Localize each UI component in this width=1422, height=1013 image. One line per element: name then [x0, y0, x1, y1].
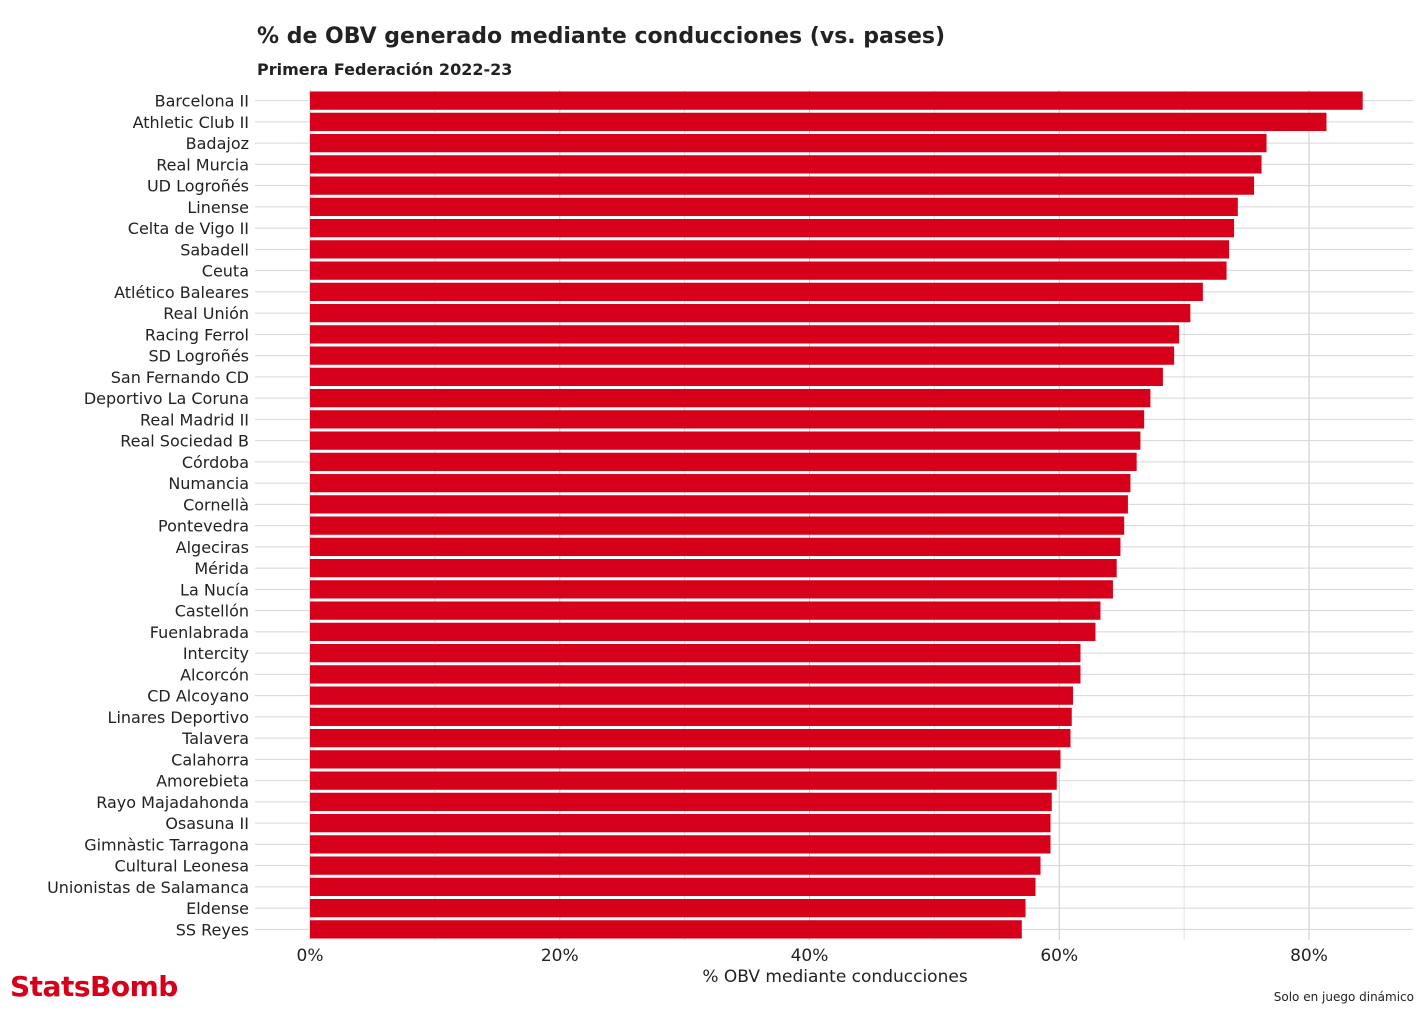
- category-label: Talavera: [181, 729, 249, 748]
- bar: [310, 240, 1230, 259]
- bar: [310, 622, 1096, 642]
- bar: [310, 282, 1203, 302]
- category-label: Linense: [187, 198, 249, 217]
- bar: [310, 750, 1061, 769]
- bar: [310, 537, 1121, 557]
- category-label: Mérida: [194, 559, 249, 578]
- category-label: Real Unión: [163, 304, 249, 323]
- category-label: Numancia: [168, 474, 249, 493]
- category-label: Fuenlabrada: [150, 623, 249, 642]
- category-label: Real Murcia: [156, 155, 249, 174]
- category-label: Alcorcón: [180, 665, 249, 684]
- bar: [310, 410, 1145, 429]
- category-label: Real Madrid II: [140, 410, 249, 429]
- category-label: Ceuta: [202, 262, 249, 281]
- x-tick-label: 80%: [1290, 946, 1328, 966]
- category-label: Barcelona II: [155, 92, 249, 111]
- bar: [310, 133, 1267, 153]
- bar: [310, 155, 1262, 174]
- bar: [310, 112, 1327, 132]
- category-label: Intercity: [183, 644, 249, 663]
- category-label: Sabadell: [180, 240, 249, 259]
- statsbomb-logo: StatsBomb: [10, 970, 178, 1003]
- category-label: UD Logroñés: [147, 177, 249, 196]
- category-label: Calahorra: [171, 750, 249, 769]
- bar: [310, 835, 1051, 854]
- category-labels: Barcelona II Athletic Club II Badajoz Real …: [47, 92, 249, 940]
- bar: [310, 218, 1235, 238]
- category-label: Osasuna II: [165, 814, 249, 833]
- chart-title: % de OBV generado mediante conducciones …: [257, 24, 946, 49]
- x-tick-label: 0%: [297, 946, 324, 966]
- bar: [310, 580, 1113, 599]
- category-label: CD Alcoyano: [147, 687, 249, 706]
- bar: [310, 197, 1238, 217]
- x-tick-labels: 0% 20% 40% 60% 80%: [297, 946, 1328, 966]
- bar: [310, 516, 1125, 535]
- category-label: Eldense: [186, 899, 249, 918]
- bar: [310, 771, 1057, 790]
- category-label: SS Reyes: [176, 920, 249, 939]
- category-label: Cornellà: [183, 495, 249, 514]
- category-label: Deportivo La Coruna: [84, 389, 249, 408]
- bar: [310, 303, 1191, 323]
- bar: [310, 431, 1141, 450]
- bar: [310, 877, 1036, 897]
- category-label: Unionistas de Salamanca: [47, 878, 249, 897]
- bar: [310, 388, 1151, 408]
- bar: [310, 643, 1081, 663]
- category-label: Athletic Club II: [133, 113, 249, 132]
- bar: [310, 176, 1255, 195]
- category-label: Racing Ferrol: [145, 325, 249, 344]
- bar: [310, 665, 1081, 684]
- footnote: Solo en juego dinámico: [1273, 990, 1414, 1004]
- chart-subtitle: Primera Federación 2022-23: [257, 60, 513, 79]
- category-label: Badajoz: [186, 134, 249, 153]
- category-label: Algeciras: [176, 538, 249, 557]
- category-label: Pontevedra: [158, 517, 249, 536]
- bar: [310, 707, 1072, 727]
- bar: [310, 813, 1051, 833]
- bar: [310, 346, 1175, 365]
- category-label: Linares Deportivo: [108, 708, 249, 727]
- bar: [310, 261, 1227, 280]
- bar: [310, 856, 1041, 875]
- bar: [310, 686, 1073, 705]
- bar: [310, 792, 1052, 812]
- bar: [310, 367, 1163, 387]
- x-axis-title: % OBV mediante conducciones: [702, 967, 968, 987]
- category-label: Cultural Leonesa: [115, 857, 249, 876]
- category-label: Córdoba: [182, 453, 249, 472]
- category-label: Rayo Majadahonda: [96, 793, 249, 812]
- bar: [310, 452, 1137, 472]
- bar: [310, 473, 1131, 493]
- bar: [310, 728, 1071, 748]
- bar: [310, 920, 1022, 939]
- category-label: La Nucía: [180, 580, 249, 599]
- category-label: Castellón: [175, 602, 249, 621]
- category-label: Celta de Vigo II: [128, 219, 249, 238]
- category-label: Atlético Baleares: [114, 283, 249, 302]
- category-label: San Fernando CD: [111, 368, 249, 387]
- grid-lines: [255, 90, 1413, 940]
- bar: [310, 601, 1101, 620]
- category-label: Gimnàstic Tarragona: [84, 835, 249, 854]
- category-label: Amorebieta: [156, 772, 249, 791]
- category-label: SD Logroñés: [149, 347, 249, 366]
- bar: [310, 91, 1363, 110]
- x-tick-label: 20%: [541, 946, 579, 966]
- bars: [310, 91, 1363, 939]
- bar: [310, 495, 1128, 514]
- bar: [310, 898, 1026, 918]
- bar: [310, 558, 1117, 578]
- category-label: Real Sociedad B: [120, 432, 249, 451]
- bar: [310, 325, 1180, 344]
- x-tick-label: 60%: [1040, 946, 1078, 966]
- x-tick-label: 40%: [791, 946, 829, 966]
